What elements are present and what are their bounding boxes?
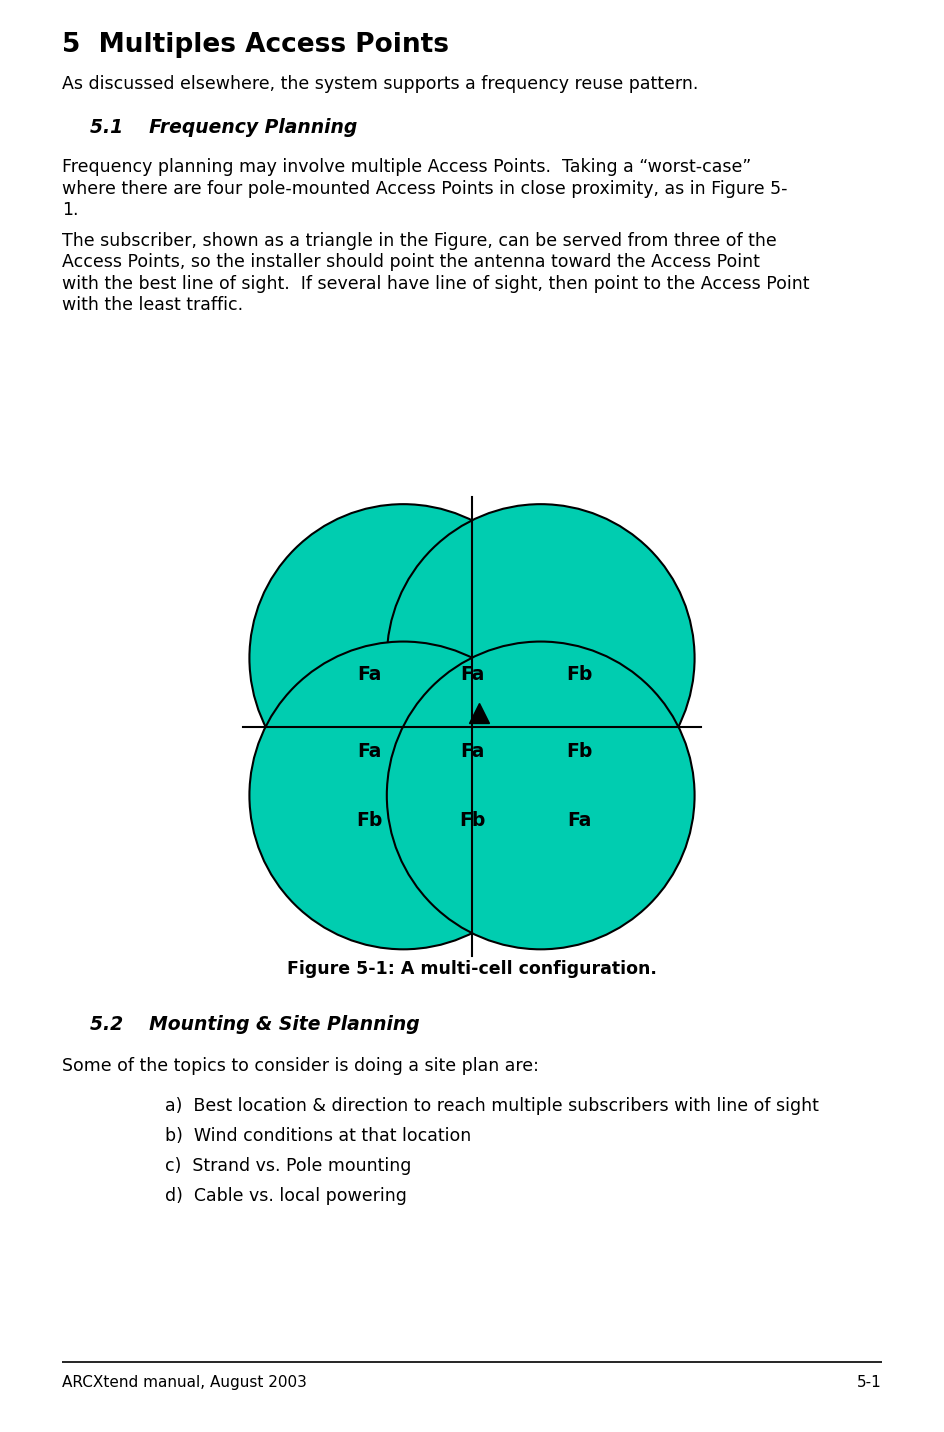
Text: Access Points, so the installer should point the antenna toward the Access Point: Access Points, so the installer should p…: [62, 253, 760, 272]
Text: a)  Best location & direction to reach multiple subscribers with line of sight: a) Best location & direction to reach mu…: [165, 1097, 818, 1116]
Text: Fb: Fb: [459, 811, 485, 829]
Text: Fb: Fb: [356, 811, 382, 829]
Circle shape: [387, 504, 695, 812]
Text: The subscriber, shown as a triangle in the Figure, can be served from three of t: The subscriber, shown as a triangle in t…: [62, 232, 777, 251]
Text: where there are four pole-mounted Access Points in close proximity, as in Figure: where there are four pole-mounted Access…: [62, 179, 787, 198]
Text: Fa: Fa: [357, 664, 381, 684]
Text: Fa: Fa: [460, 742, 484, 760]
Text: Fa: Fa: [460, 664, 484, 684]
Text: 1.: 1.: [62, 200, 78, 219]
Text: b)  Wind conditions at that location: b) Wind conditions at that location: [165, 1127, 471, 1146]
Text: Frequency planning may involve multiple Access Points.  Taking a “worst-case”: Frequency planning may involve multiple …: [62, 158, 751, 176]
Circle shape: [387, 642, 695, 949]
Text: Fb: Fb: [566, 742, 592, 760]
Text: 5.1    Frequency Planning: 5.1 Frequency Planning: [90, 117, 357, 137]
Text: d)  Cable vs. local powering: d) Cable vs. local powering: [165, 1187, 407, 1204]
Text: Some of the topics to consider is doing a site plan are:: Some of the topics to consider is doing …: [62, 1057, 539, 1075]
Text: As discussed elsewhere, the system supports a frequency reuse pattern.: As discussed elsewhere, the system suppo…: [62, 74, 699, 93]
Text: 5  Multiples Access Points: 5 Multiples Access Points: [62, 32, 449, 59]
Text: Fa: Fa: [567, 811, 591, 829]
Text: Fa: Fa: [357, 742, 381, 760]
Text: 5-1: 5-1: [857, 1375, 882, 1390]
Circle shape: [249, 504, 557, 812]
Text: c)  Strand vs. Pole mounting: c) Strand vs. Pole mounting: [165, 1157, 412, 1176]
Text: Figure 5-1: A multi-cell configuration.: Figure 5-1: A multi-cell configuration.: [287, 959, 657, 978]
Text: Fb: Fb: [566, 664, 592, 684]
Text: with the least traffic.: with the least traffic.: [62, 296, 244, 315]
Text: 5.2    Mounting & Site Planning: 5.2 Mounting & Site Planning: [90, 1015, 420, 1034]
Text: ARCXtend manual, August 2003: ARCXtend manual, August 2003: [62, 1375, 307, 1390]
Circle shape: [249, 642, 557, 949]
Text: with the best line of sight.  If several have line of sight, then point to the A: with the best line of sight. If several …: [62, 275, 810, 294]
